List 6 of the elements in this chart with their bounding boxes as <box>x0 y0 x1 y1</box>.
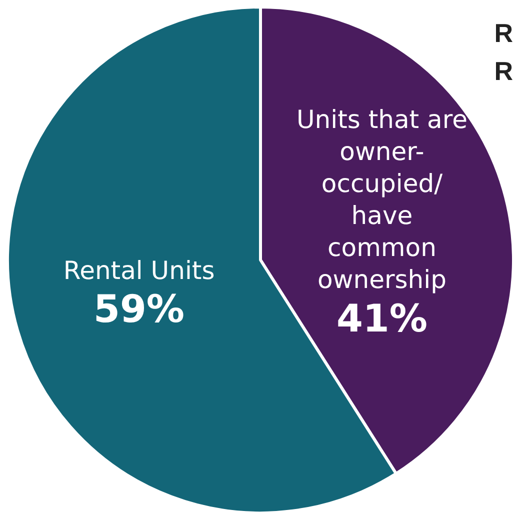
text: R <box>494 56 513 87</box>
data-label: 41% <box>336 296 428 341</box>
slice-label: Units that are owner-occupied/ have common ownership <box>296 105 468 294</box>
text: R <box>494 18 513 49</box>
slice-label: Rental Units <box>63 256 215 285</box>
data-label: 59% <box>94 287 185 332</box>
